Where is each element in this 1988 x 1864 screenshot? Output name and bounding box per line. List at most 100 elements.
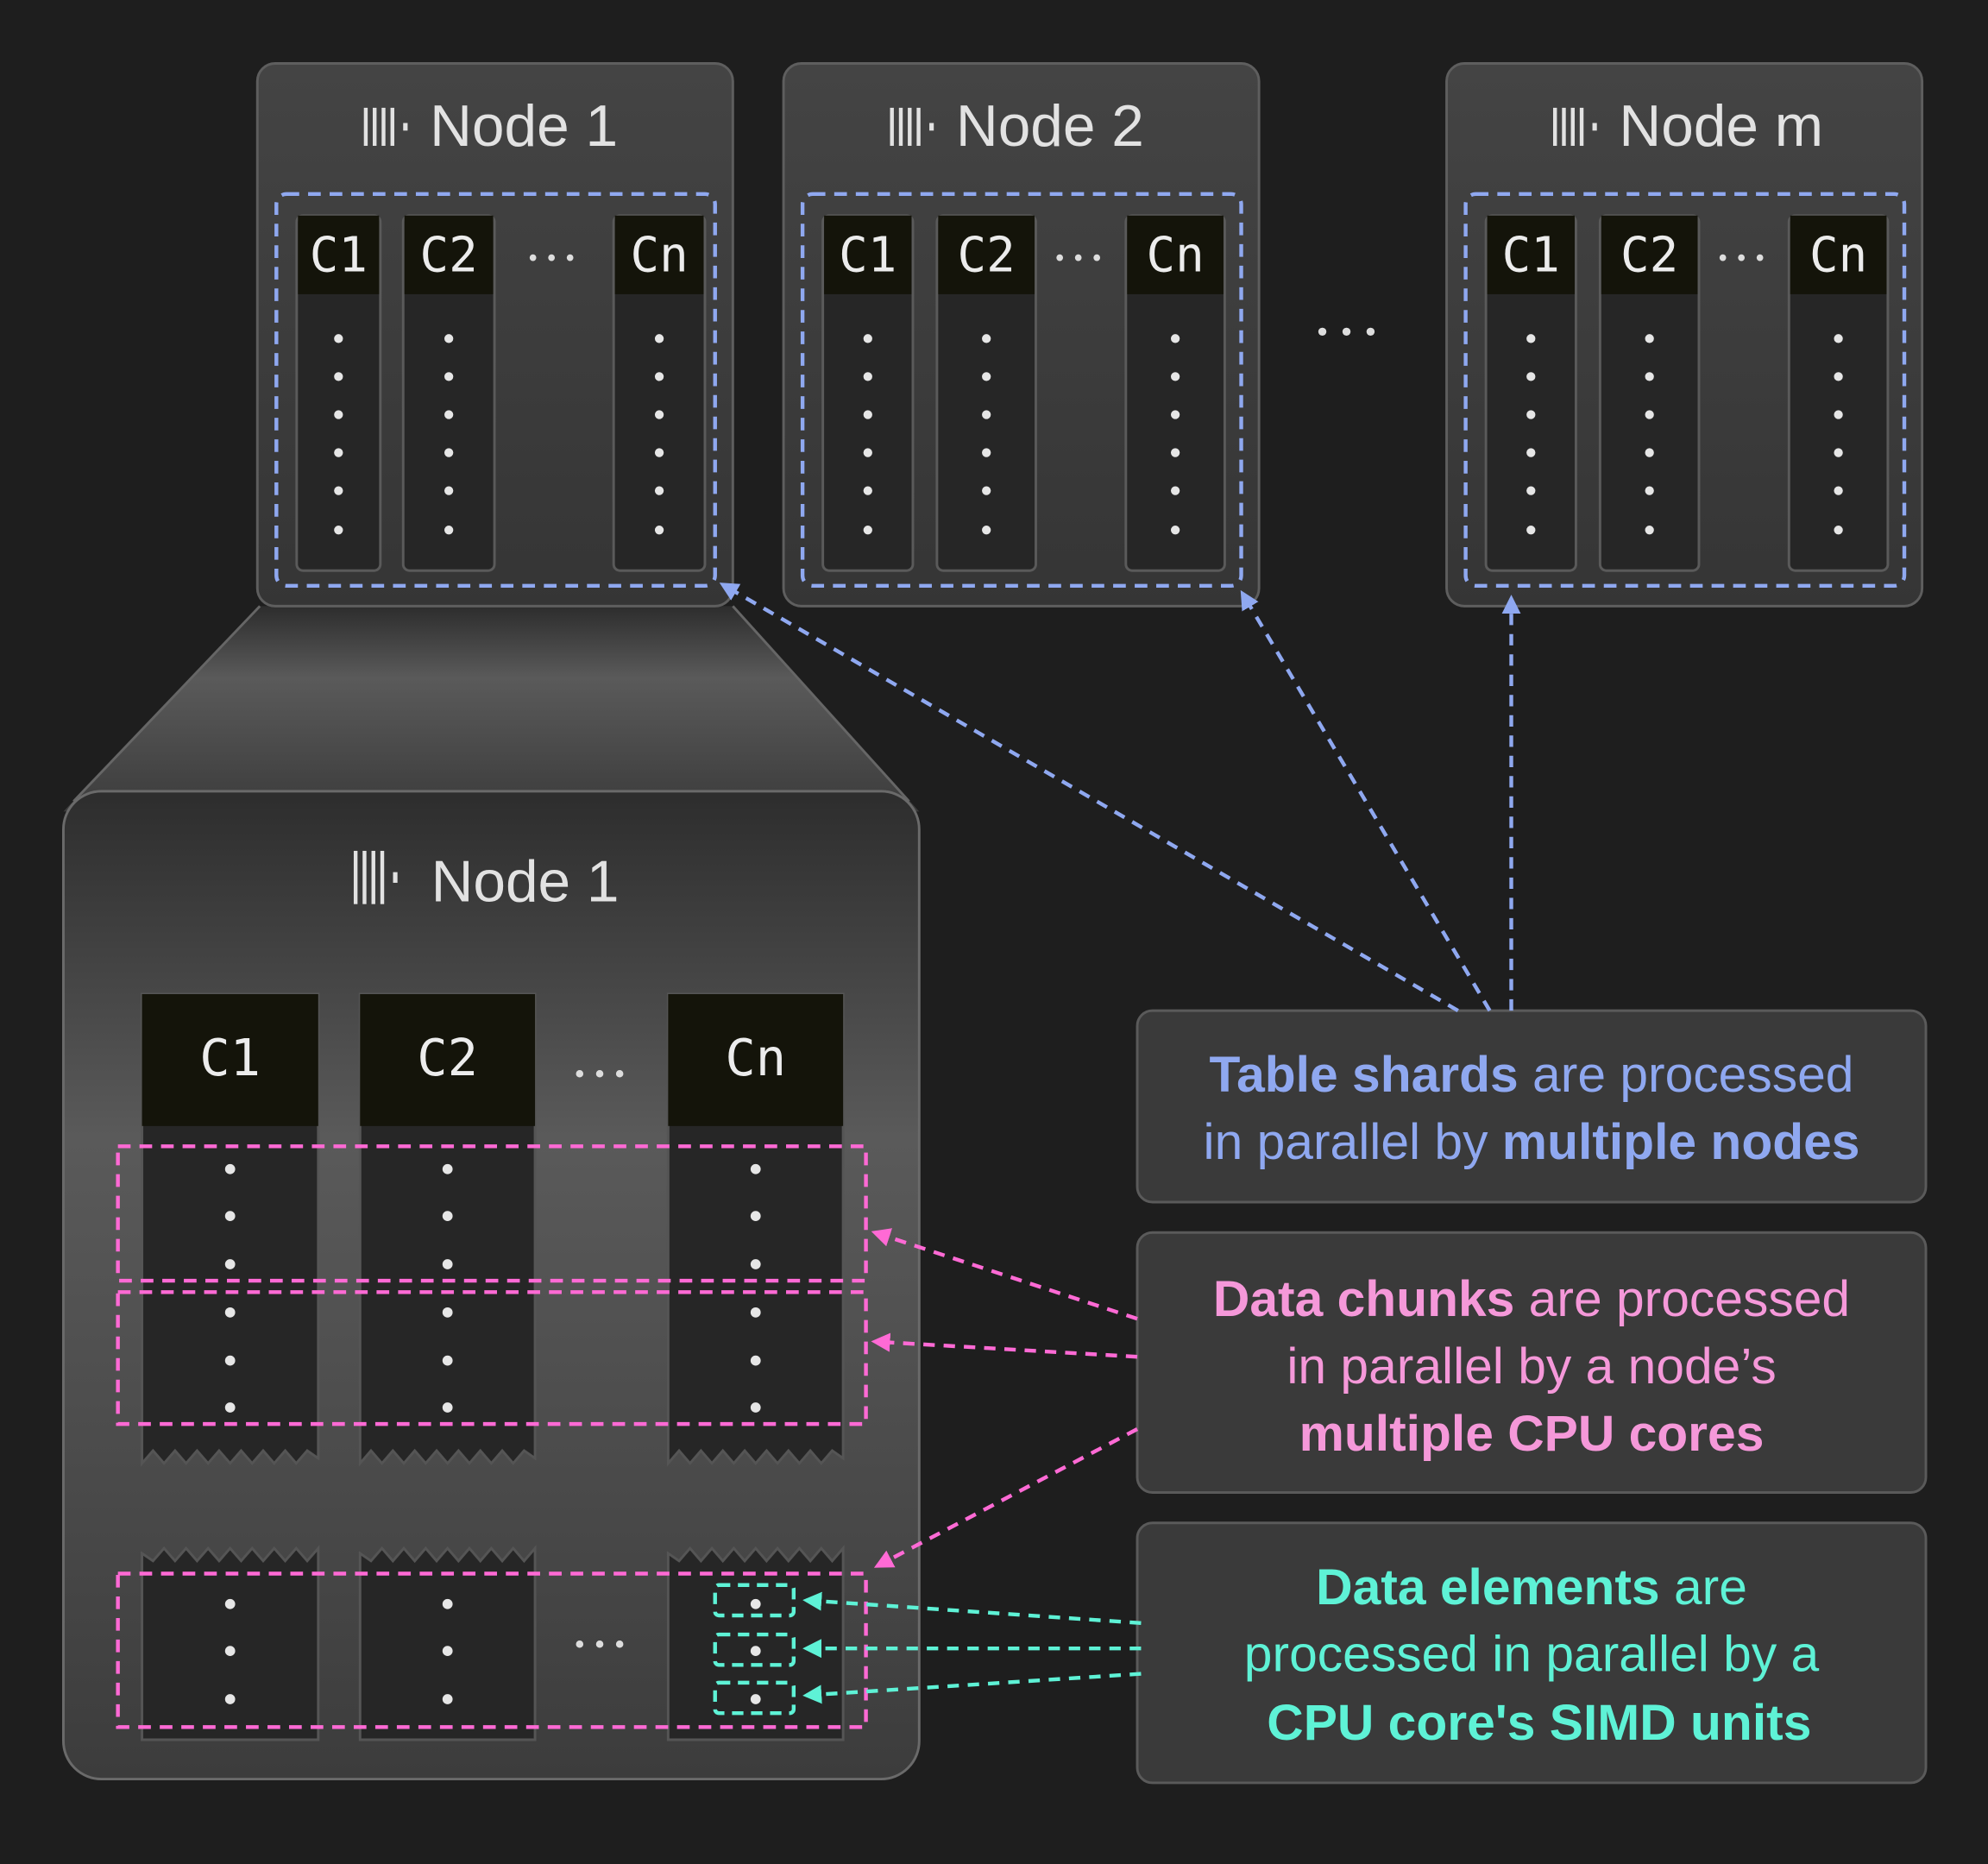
column-header: C1 — [1502, 227, 1560, 283]
zoomed-node-title: Node 1 — [353, 850, 620, 915]
row-dot — [334, 410, 343, 419]
columns-ellipsis: ••• — [572, 1060, 632, 1089]
zoomed-column-cn: Cn — [666, 992, 845, 1741]
row-dot — [750, 1259, 761, 1269]
row-dot — [654, 448, 664, 457]
row-dot — [442, 1402, 453, 1413]
row-dot — [750, 1694, 761, 1704]
row-dot — [444, 526, 454, 535]
zoom-connector — [63, 606, 920, 812]
row-dot — [750, 1646, 761, 1657]
svg-text:Data chunks are processed: Data chunks are processed — [1213, 1271, 1850, 1327]
row-dot — [1170, 448, 1180, 457]
column-c2: C2 — [401, 214, 496, 572]
row-dot — [1526, 410, 1536, 419]
columns-ellipsis: ••• — [1716, 246, 1771, 273]
row-dot — [1834, 410, 1843, 419]
row-dot — [442, 1355, 453, 1366]
zoomed-node: Node 1 C1 C2 Cn ••• ••• — [62, 790, 921, 1781]
row-dot — [224, 1402, 236, 1413]
row-dot — [863, 448, 872, 457]
row-dot — [224, 1598, 236, 1609]
row-dot — [1645, 526, 1654, 535]
data-chunk-outline — [116, 1290, 868, 1426]
row-dot — [654, 486, 664, 495]
row-dot — [442, 1646, 453, 1657]
row-dot — [1834, 486, 1843, 495]
row-dot — [1834, 526, 1843, 535]
column-cn: Cn — [1124, 214, 1226, 572]
row-dot — [1645, 372, 1654, 381]
node-title: Node 2 — [956, 94, 1144, 159]
column-tail — [141, 1545, 320, 1741]
zoomed-node-title-text: Node 1 — [431, 850, 620, 915]
column-c1: C1 — [295, 214, 382, 572]
row-dot — [1526, 486, 1536, 495]
server-rack-icon — [890, 107, 934, 146]
row-dot — [224, 1163, 236, 1174]
row-dot — [654, 372, 664, 381]
node-3: Node m C1 C2 Cn ••• — [1445, 62, 1924, 608]
row-dot — [982, 410, 991, 419]
row-dot — [442, 1307, 453, 1318]
row-dot — [1834, 334, 1843, 343]
node-2: Node 2 C1 C2 Cn ••• — [782, 62, 1261, 608]
row-dot — [224, 1259, 236, 1269]
column-header: C1 — [199, 1028, 261, 1087]
row-dot — [1834, 372, 1843, 381]
row-dot — [1526, 334, 1536, 343]
row-dot — [442, 1598, 453, 1609]
row-dot — [442, 1211, 453, 1222]
svg-text:in parallel by a node’s: in parallel by a node’s — [1287, 1338, 1776, 1395]
row-dot — [982, 372, 991, 381]
column-c2: C2 — [935, 214, 1037, 572]
arrow-simd-1 — [802, 1591, 1142, 1626]
zoomed-column-c2: C2 — [358, 992, 537, 1741]
row-dot — [1526, 526, 1536, 535]
row-dot — [863, 486, 872, 495]
row-dot — [334, 448, 343, 457]
row-dot — [1645, 334, 1654, 343]
simd-element-outline — [713, 1583, 796, 1618]
caption-data-chunks: Data chunks are processed in parallel by… — [1136, 1231, 1928, 1494]
row-dot — [224, 1307, 236, 1318]
row-dot — [1170, 526, 1180, 535]
row-dot — [654, 410, 664, 419]
column-tail — [666, 1545, 845, 1741]
simd-element-outline — [713, 1632, 796, 1667]
column-header: Cn — [630, 227, 688, 283]
row-dot — [982, 334, 991, 343]
row-dot — [444, 410, 454, 419]
row-dot — [334, 486, 343, 495]
row-dot — [863, 334, 872, 343]
caption-data-elements: Data elements are processed in parallel … — [1136, 1521, 1928, 1785]
row-dot — [750, 1307, 761, 1318]
column-header: C1 — [839, 227, 896, 283]
column-header: Cn — [1809, 227, 1867, 283]
data-chunk-outline — [116, 1144, 868, 1283]
row-dot — [982, 526, 991, 535]
columns-ellipsis: ••• — [572, 1630, 632, 1659]
row-dot — [1834, 448, 1843, 457]
caption-table-shards: Table shards are processed in parallel b… — [1136, 1009, 1928, 1204]
column-header: C2 — [420, 227, 478, 283]
row-dot — [982, 448, 991, 457]
simd-element-outline — [713, 1680, 796, 1716]
row-dot — [224, 1211, 236, 1222]
row-dot — [750, 1355, 761, 1366]
row-dot — [863, 372, 872, 381]
row-dot — [1170, 486, 1180, 495]
node-title: Node 1 — [430, 94, 618, 159]
svg-text:Data elements are: Data elements are — [1316, 1559, 1747, 1615]
row-dot — [442, 1163, 453, 1174]
row-dot — [1526, 372, 1536, 381]
svg-text:processed in parallel by a: processed in parallel by a — [1244, 1627, 1820, 1683]
row-dot — [1645, 448, 1654, 457]
server-rack-icon — [363, 107, 408, 146]
column-header: C2 — [1620, 227, 1678, 283]
row-dot — [654, 526, 664, 535]
arrow-chunk-1 — [871, 1228, 1138, 1321]
nodes-ellipsis: ••• — [1314, 317, 1387, 350]
row-dot — [444, 448, 454, 457]
